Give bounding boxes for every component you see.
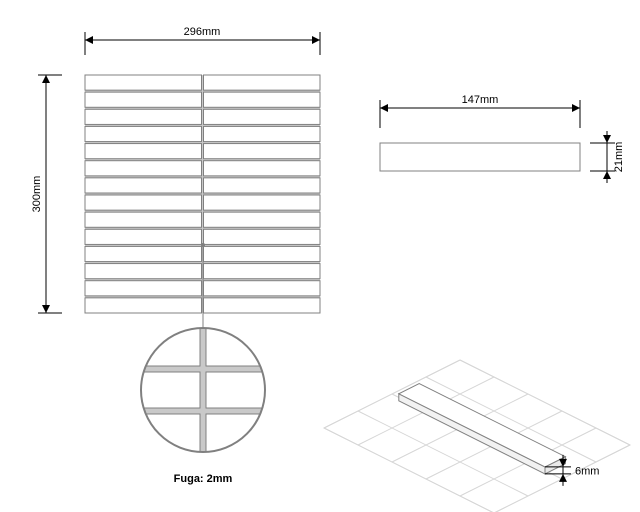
tile-width-label: 147mm [462, 94, 499, 106]
panel-tile [204, 161, 321, 176]
isometric-view: 6mm [324, 360, 630, 512]
panel-tile [85, 92, 202, 107]
panel-tile [85, 212, 202, 227]
panel-width-label: 296mm [184, 26, 221, 38]
panel-tile [204, 195, 321, 210]
panel-tile [204, 144, 321, 159]
panel-tile [85, 246, 202, 261]
panel-tile [85, 75, 202, 90]
panel-tile [204, 75, 321, 90]
panel-tile [204, 178, 321, 193]
panel-width-dimension: 296mm [85, 26, 320, 55]
single-tile-view: 147mm 21mm [380, 94, 625, 183]
panel-tile [85, 229, 202, 244]
iso-thickness-label: 6mm [575, 465, 599, 477]
panel-tile [204, 212, 321, 227]
panel-tile [204, 281, 321, 296]
tile-height-label: 21mm [613, 142, 625, 173]
panel-tile [204, 298, 321, 313]
panel-tile [204, 264, 321, 279]
panel-tile [85, 178, 202, 193]
panel-tile [85, 144, 202, 159]
panel-tile [85, 281, 202, 296]
panel-height-dimension: 300mm [31, 75, 62, 313]
panel-tile [85, 109, 202, 124]
grout-label: Fuga: 2mm [174, 473, 233, 485]
panel-tile [204, 126, 321, 141]
tile-spec-diagram: 296mm 300mm 147mm 21mm [0, 0, 640, 512]
panel-height-label: 300mm [31, 176, 43, 213]
panel-tile [204, 92, 321, 107]
panel-tile [204, 109, 321, 124]
panel-tile [85, 298, 202, 313]
panel-tile [85, 195, 202, 210]
panel-tile [204, 246, 321, 261]
panel-tile [85, 126, 202, 141]
panel-tile [85, 161, 202, 176]
panel-tile [85, 264, 202, 279]
panel-tile [204, 229, 321, 244]
